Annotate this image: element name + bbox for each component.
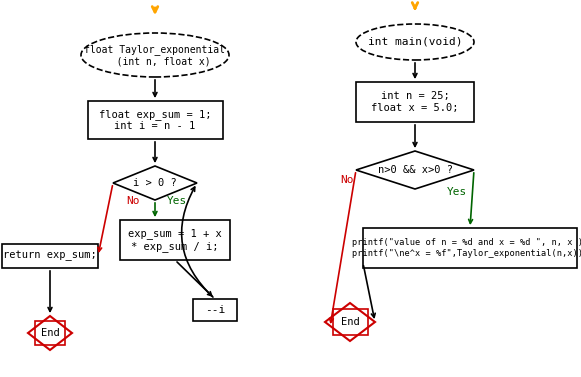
Text: int main(void): int main(void)	[368, 37, 462, 47]
Text: i > 0 ?: i > 0 ?	[133, 178, 177, 188]
Bar	[356, 82, 474, 122]
Bar	[2, 244, 98, 268]
Text: End: End	[41, 328, 59, 338]
Text: No: No	[126, 196, 140, 206]
Text: Yes: Yes	[167, 196, 187, 206]
Text: float Taylor_exponential
   (int n, float x): float Taylor_exponential (int n, float x…	[84, 44, 225, 66]
Text: return exp_sum;: return exp_sum;	[3, 251, 97, 261]
Text: n>0 && x>0 ?: n>0 && x>0 ?	[378, 165, 453, 175]
Text: --i: --i	[205, 305, 225, 315]
Text: int n = 25;
float x = 5.0;: int n = 25; float x = 5.0;	[371, 91, 459, 113]
Text: End: End	[340, 317, 360, 327]
Text: printf("value of n = %d and x = %d ", n, x );
printf("\ne^x = %f",Taylor_exponen: printf("value of n = %d and x = %d ", n,…	[352, 238, 581, 258]
Bar	[88, 101, 223, 139]
Text: exp_sum = 1 + x
* exp_sum / i;: exp_sum = 1 + x * exp_sum / i;	[128, 228, 222, 252]
Bar	[363, 228, 577, 268]
Bar	[332, 309, 368, 335]
Bar	[35, 321, 66, 345]
Text: float exp_sum = 1;
int i = n - 1: float exp_sum = 1; int i = n - 1	[99, 109, 211, 131]
Text: Yes: Yes	[447, 187, 467, 197]
Text: No: No	[340, 175, 354, 185]
Bar	[120, 220, 230, 260]
Bar	[193, 299, 237, 321]
